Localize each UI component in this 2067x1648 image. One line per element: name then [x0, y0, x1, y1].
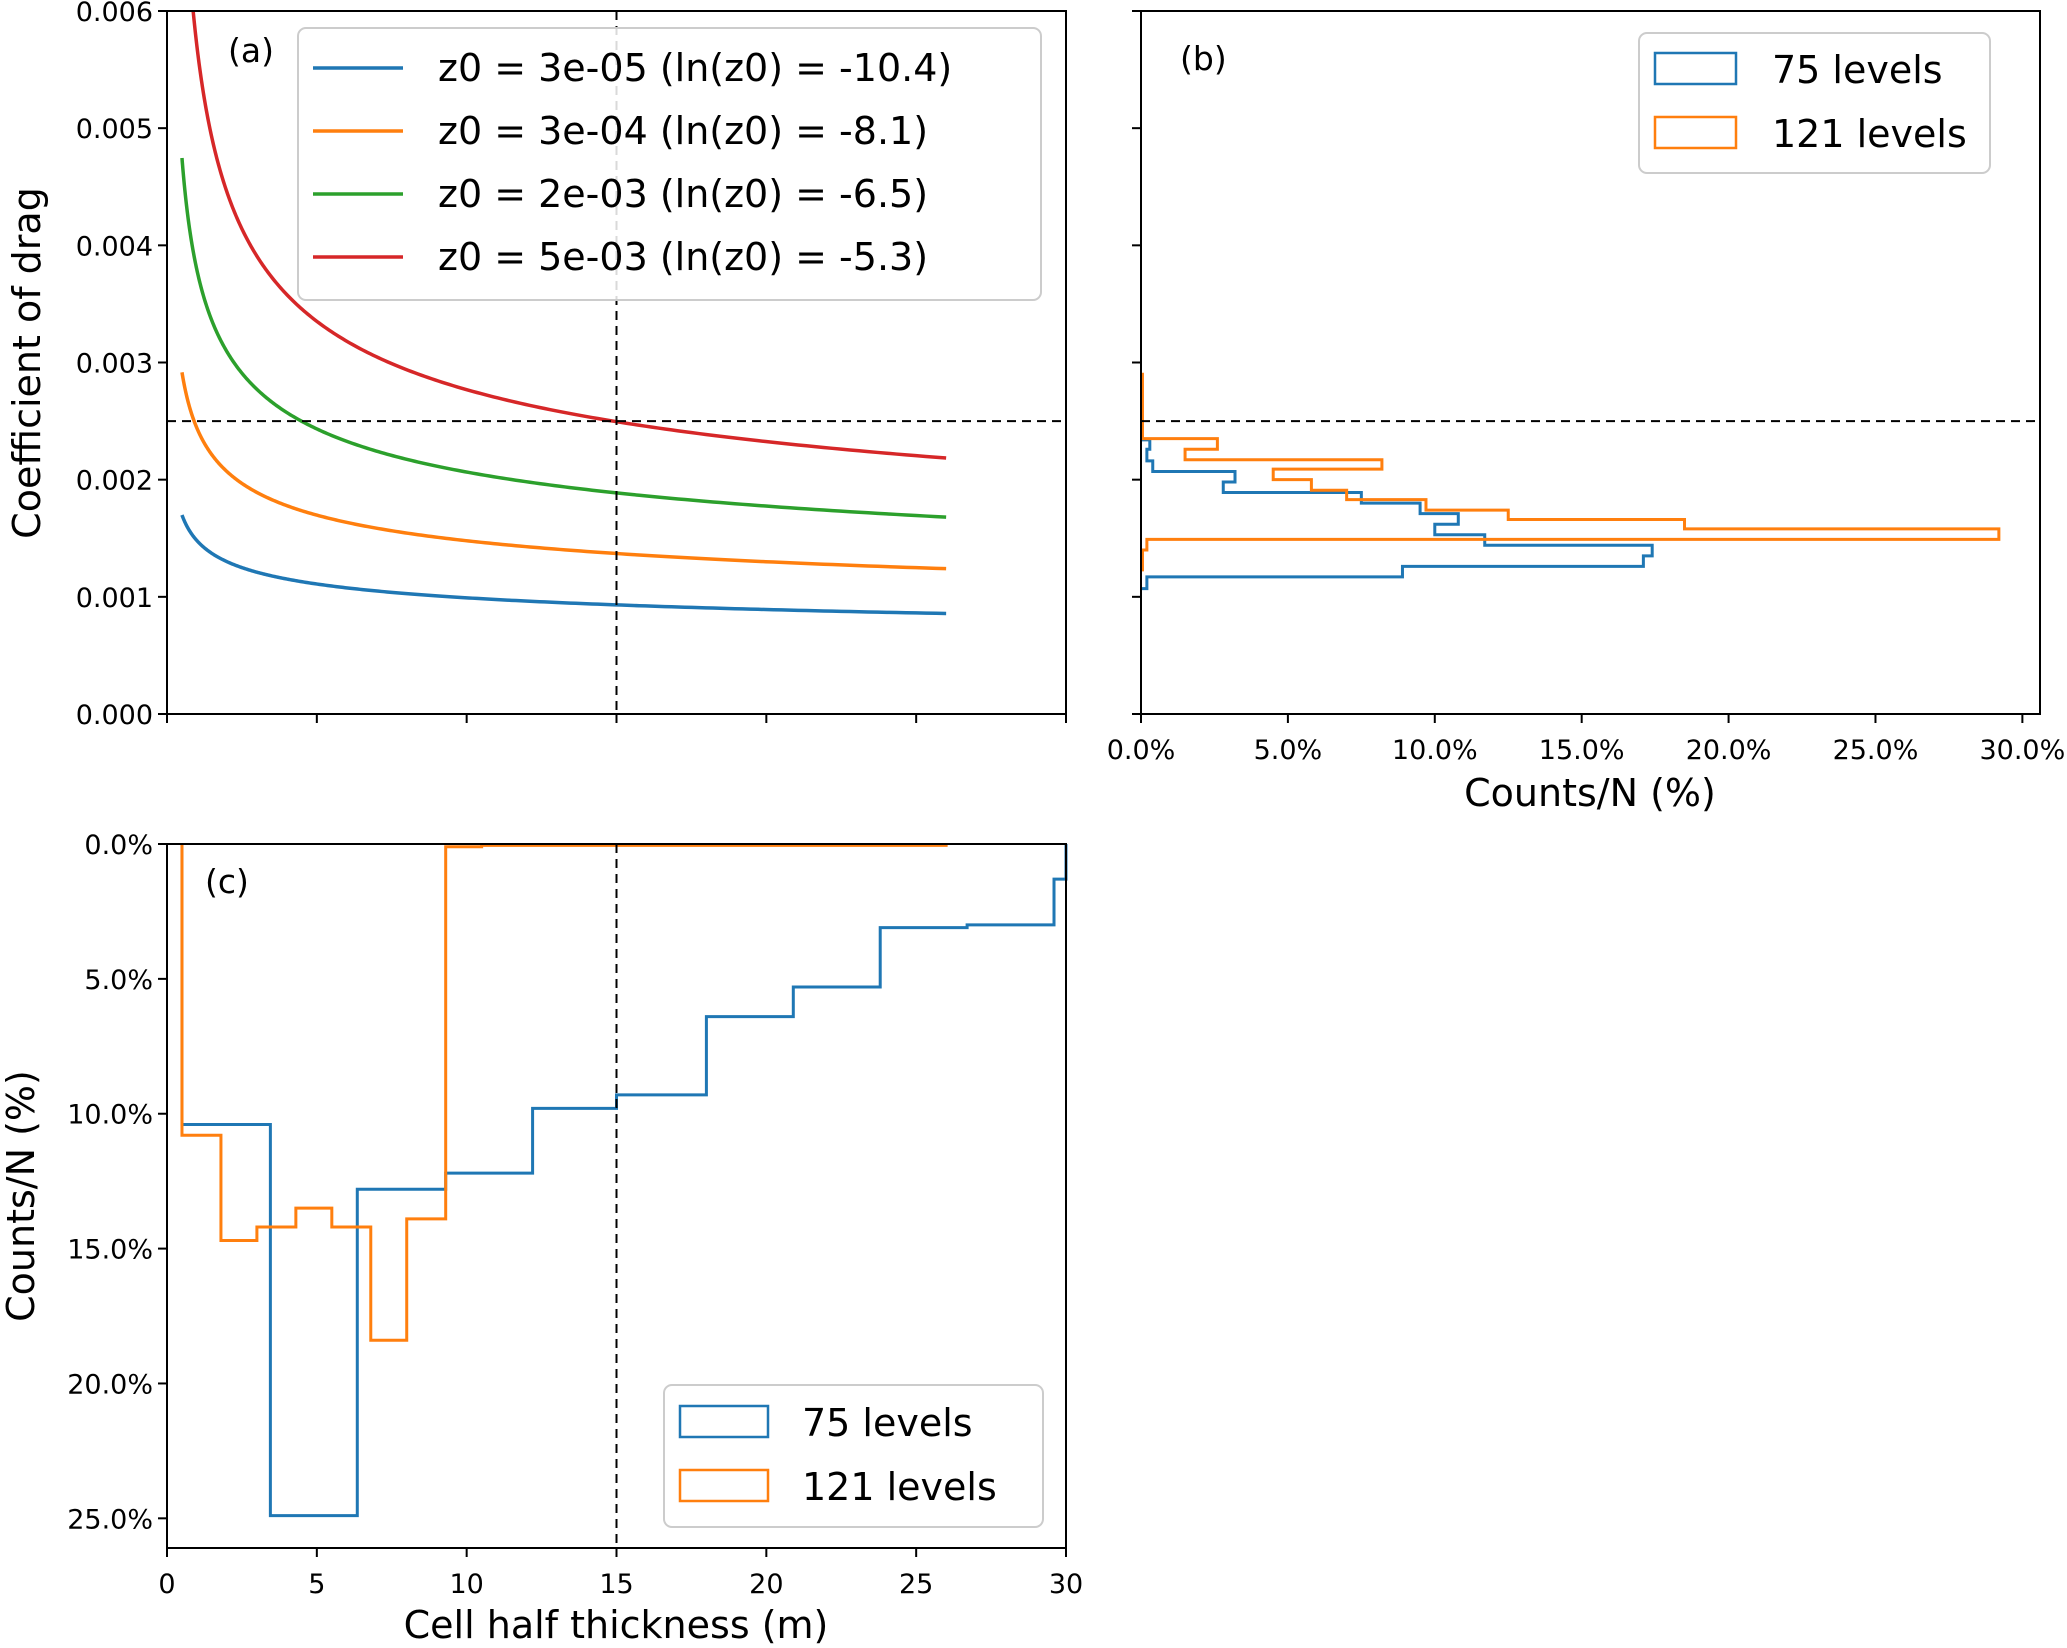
c-panel-label: (c) — [205, 862, 249, 901]
c-xtick-label: 0 — [158, 1569, 175, 1600]
b-xtick-label: 15.0% — [1539, 735, 1625, 766]
a-legend-box — [297, 27, 1042, 301]
b-xtick-label: 30.0% — [1979, 735, 2065, 766]
a-ytick-label: 0.004 — [76, 231, 153, 262]
c-xtick-label: 5 — [308, 1569, 325, 1600]
a-ytick-label: 0.001 — [76, 583, 153, 614]
a-panel-label: (a) — [228, 31, 274, 70]
c-legend-label-1: 121 levels — [802, 1465, 997, 1509]
a-axes-frame — [166, 10, 1067, 715]
b-legend-swatch-1 — [1653, 115, 1738, 150]
c-histograms — [180, 843, 1068, 1518]
c-ytick-label: 15.0% — [67, 1235, 153, 1266]
b-legend-label-1: 121 levels — [1772, 112, 1967, 156]
c-xtick-label: 20 — [749, 1569, 783, 1600]
c-ytick-label: 5.0% — [84, 965, 153, 996]
c-ytick-label: 0.0% — [84, 830, 153, 861]
c-legend: 75 levels 121 levels — [663, 1384, 1044, 1528]
a-reference-lines — [167, 11, 1066, 714]
c-legend-label-0: 75 levels — [802, 1401, 973, 1445]
c-ytick-label: 25.0% — [67, 1504, 153, 1535]
c-axes-frame — [166, 843, 1067, 1549]
b-legend-box — [1638, 32, 1991, 174]
b-xtick-label: 5.0% — [1254, 735, 1323, 766]
b-ticks: 0.0% 5.0% 10.0% 15.0% 20.0% 25.0% 30.0% — [1107, 10, 2065, 766]
b-axes-frame — [1140, 10, 2041, 715]
a-ytick-label: 0.005 — [76, 114, 153, 145]
b-panel-label: (b) — [1180, 39, 1227, 78]
b-xtick-label: 10.0% — [1392, 735, 1478, 766]
c-ytick-label: 10.0% — [67, 1100, 153, 1131]
panel-b-histogram: 0.0% 5.0% 10.0% 15.0% 20.0% 25.0% 30.0% (b) Co… — [1107, 10, 2065, 815]
c-histogram-0 — [180, 844, 1068, 1518]
c-histogram-1 — [180, 843, 948, 1342]
a-series-line-1 — [180, 372, 947, 571]
c-legend-box — [663, 1384, 1044, 1528]
a-ytick-label: 0.006 — [76, 0, 153, 28]
b-xlabel: Counts/N (%) — [1464, 771, 1716, 815]
b-legend-swatch-0 — [1653, 51, 1738, 86]
c-ticks: 0 5 10 15 20 25 30 0.0% 5.0% 10.0% 15.0% 20.0% 25.0% — [67, 830, 1083, 1600]
c-legend-swatch-1 — [678, 1468, 770, 1503]
c-ylabel: Counts/N (%) — [0, 1070, 43, 1322]
a-series-line-3 — [191, 11, 947, 460]
b-xtick-label: 0.0% — [1107, 735, 1176, 766]
a-ytick-label: 0.003 — [76, 349, 153, 380]
a-series-line-0 — [180, 514, 947, 616]
b-xtick-label: 25.0% — [1833, 735, 1919, 766]
a-legend-label-2: z0 = 2e-03 (ln(z0) = -6.5) — [438, 172, 928, 216]
b-legend: 75 levels 121 levels — [1638, 32, 1991, 174]
b-histograms — [1140, 372, 2001, 591]
a-legend-label-3: z0 = 5e-03 (ln(z0) = -5.3) — [438, 235, 928, 279]
b-xtick-label: 20.0% — [1686, 735, 1772, 766]
c-legend-swatch-0 — [678, 1404, 770, 1439]
a-curves — [180, 11, 947, 616]
c-xtick-label: 25 — [899, 1569, 933, 1600]
c-xtick-label: 30 — [1049, 1569, 1083, 1600]
a-ticks: 0.000 0.001 0.002 0.003 0.004 0.005 0.006 — [76, 0, 1067, 731]
b-legend-label-0: 75 levels — [1772, 48, 1943, 92]
c-xtick-label: 10 — [449, 1569, 483, 1600]
a-series-line-2 — [180, 157, 947, 519]
a-ylabel: Coefficient of drag — [5, 187, 49, 539]
a-ytick-label: 0.002 — [76, 466, 153, 497]
panel-c-histogram: 0 5 10 15 20 25 30 0.0% 5.0% 10.0% 15.0% 20.0% 25.0%… — [0, 830, 1083, 1647]
c-ytick-label: 20.0% — [67, 1369, 153, 1400]
a-legend: z0 = 3e-05 (ln(z0) = -10.4) z0 = 3e-04 (l… — [297, 27, 1042, 301]
a-legend-label-1: z0 = 3e-04 (ln(z0) = -8.1) — [438, 109, 928, 153]
b-histogram-0 — [1140, 438, 1654, 591]
a-ytick-label: 0.000 — [76, 700, 153, 731]
c-xtick-label: 15 — [599, 1569, 633, 1600]
a-legend-label-0: z0 = 3e-05 (ln(z0) = -10.4) — [438, 46, 952, 90]
c-xlabel: Cell half thickness (m) — [404, 1603, 829, 1647]
b-histogram-1 — [1140, 372, 2001, 572]
